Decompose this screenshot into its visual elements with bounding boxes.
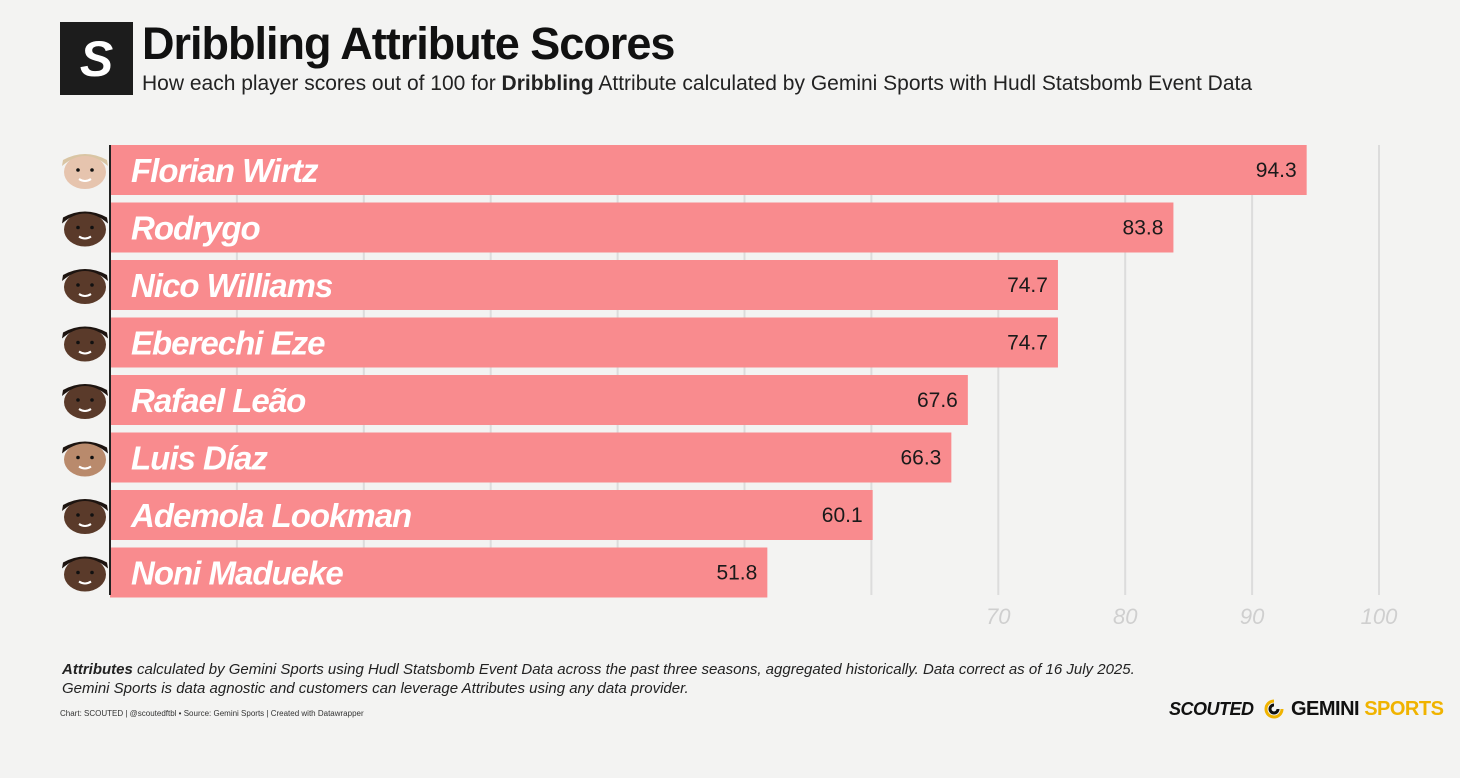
gemini-logo-icon [1264,699,1284,719]
gemini-sports-brand: GEMINI SPORTS [1291,698,1444,721]
bar-chart: Florian Wirtz 94.3 Rodrygo 83.8 Nico William… [62,145,1398,629]
bar-value-label: 83.8 [1123,217,1164,240]
bar-row: Rodrygo 83.8 [110,202,1174,253]
bar [110,375,968,425]
bars-group: Florian Wirtz 94.3 Rodrygo 83.8 Nico William… [110,145,1307,598]
sports-word: SPORTS [1364,698,1444,720]
bar-category-label: Rodrygo [131,210,261,247]
bar-row: Rafael Leão 67.6 [110,375,968,425]
bar-value-label: 66.3 [900,447,941,470]
footnote-line-1: Attributes calculated by Gemini Sports u… [62,660,1135,679]
bar-category-label: Nico Williams [131,267,333,304]
bar-value-label: 67.6 [917,389,958,412]
bar [110,547,768,598]
bar-value-label: 74.7 [1007,274,1048,297]
footnote: Attributes calculated by Gemini Sports u… [62,660,1135,698]
subtitle-post: Attribute calculated by Gemini Sports wi… [593,72,1253,95]
bar [110,432,952,483]
player-headshot [62,326,108,362]
player-headshot [62,211,108,247]
footnote-bold: Attributes [62,661,133,678]
player-headshot [62,441,108,477]
bar [110,490,873,540]
bar-category-label: Luis Díaz [131,440,268,477]
bar-row: Nico Williams 74.7 [110,260,1058,310]
footnote-line-2: Gemini Sports is data agnostic and custo… [62,680,689,697]
player-avatars [62,154,108,592]
x-tick-label: 80 [1113,604,1138,629]
bar [110,145,1307,195]
x-tick-label: 90 [1240,604,1265,629]
bar-row: Luis Díaz 66.3 [110,432,952,483]
bar-row: Eberechi Eze 74.7 [110,317,1058,368]
bar-row: Ademola Lookman 60.1 [110,490,873,540]
footnote-text-1: calculated by Gemini Sports using Hudl S… [132,661,1135,678]
scouted-logo: S [60,22,133,95]
bar [110,260,1058,310]
x-tick-label: 100 [1361,604,1398,629]
bar-value-label: 94.3 [1256,159,1297,182]
chart-credit: Chart: SCOUTED | @scoutedftbl • Source: … [60,709,364,718]
bar-row: Noni Madueke 51.8 [110,547,768,598]
chart-title: Dribbling Attribute Scores [142,18,675,69]
player-headshot [62,556,108,592]
bar-value-label: 60.1 [822,504,863,527]
bar-category-label: Ademola Lookman [130,497,411,534]
player-headshot [62,269,108,304]
bar-category-label: Noni Madueke [131,555,343,592]
player-headshot [62,384,108,419]
subtitle-bold: Dribbling [501,72,594,95]
logo-letter: S [79,30,114,87]
bar-category-label: Eberechi Eze [131,325,325,362]
gemini-word: GEMINI [1291,698,1360,720]
bar-category-label: Rafael Leão [131,382,306,419]
bar [110,202,1174,253]
bar-row: Florian Wirtz 94.3 [110,145,1307,195]
chart-subtitle: How each player scores out of 100 for Dr… [142,72,1252,96]
bar [110,317,1058,368]
player-headshot [62,154,108,189]
player-headshot [62,499,108,534]
bar-value-label: 74.7 [1007,332,1048,355]
bar-category-label: Florian Wirtz [131,152,319,189]
x-tick-label: 70 [986,604,1011,629]
bar-value-label: 51.8 [716,562,757,585]
subtitle-pre: How each player scores out of 100 for [142,72,502,95]
scouted-brand: SCOUTED [1169,699,1254,719]
x-axis-ticks: 70 80 90 100 [986,604,1398,629]
